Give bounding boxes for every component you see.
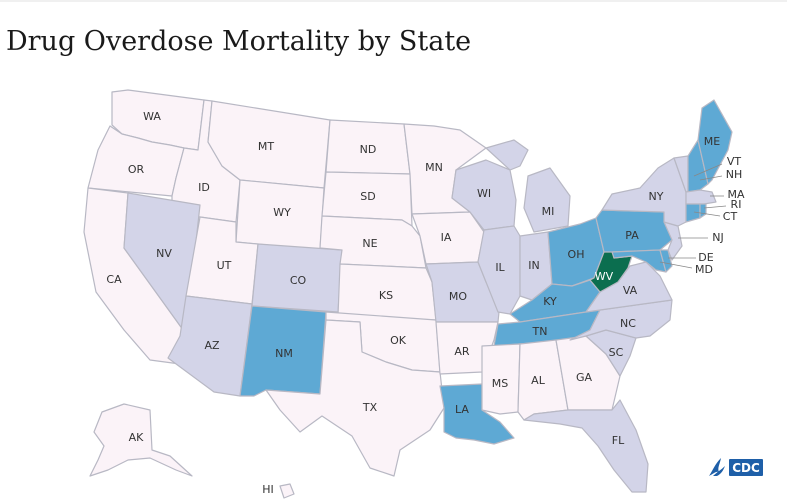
label-leader-lines (659, 163, 727, 269)
label-MT: MT (258, 140, 274, 153)
label-AZ: AZ (204, 339, 220, 352)
label-IN: IN (528, 259, 539, 272)
label-IL: IL (495, 261, 505, 274)
label-SD: SD (360, 190, 375, 203)
label-IA: IA (441, 231, 452, 244)
label-NY: NY (649, 190, 664, 203)
label-GA: GA (576, 371, 593, 384)
label-OH: OH (568, 248, 585, 261)
state-DE[interactable] (659, 249, 673, 273)
label-TX: TX (362, 401, 378, 414)
state-RI[interactable] (699, 203, 707, 219)
label-ND: ND (360, 143, 377, 156)
state-NH[interactable] (687, 139, 709, 193)
state-MI[interactable] (485, 139, 571, 233)
label-MD: MD (695, 263, 713, 276)
label-WI: WI (477, 187, 491, 200)
state-NC[interactable] (569, 299, 673, 341)
top-divider (0, 0, 787, 2)
label-HI: HI (262, 483, 274, 496)
label-NE: NE (362, 237, 377, 250)
label-FL: FL (612, 434, 625, 447)
state-ME[interactable] (697, 99, 733, 185)
label-NM: NM (275, 347, 293, 360)
label-OK: OK (390, 334, 407, 347)
label-CT: CT (723, 210, 738, 223)
cdc-logo: CDC (703, 454, 783, 480)
hhs-eagle-icon (709, 458, 725, 476)
label-WY: WY (273, 206, 291, 219)
label-AL: AL (531, 374, 546, 387)
label-RI: RI (731, 198, 742, 211)
label-CA: CA (106, 273, 122, 286)
label-NJ: NJ (712, 231, 723, 244)
label-ME: ME (704, 135, 720, 148)
label-MI: MI (542, 205, 555, 218)
label-NV: NV (156, 247, 172, 260)
label-KY: KY (543, 295, 557, 308)
cdc-logo-box (729, 459, 763, 476)
label-MS: MS (492, 377, 508, 390)
label-WV: WV (595, 270, 614, 283)
label-AK: AK (129, 431, 145, 444)
label-MO: MO (449, 290, 467, 303)
label-SC: SC (609, 346, 624, 359)
label-NH: NH (726, 168, 743, 181)
label-NC: NC (620, 317, 636, 330)
label-CO: CO (290, 274, 307, 287)
label-KS: KS (379, 289, 393, 302)
label-MN: MN (425, 161, 443, 174)
label-DE: DE (698, 251, 713, 264)
label-WA: WA (143, 110, 161, 123)
label-UT: UT (217, 259, 232, 272)
label-MA: MA (727, 188, 744, 201)
state-AK[interactable] (89, 403, 193, 477)
label-OR: OR (128, 163, 145, 176)
cdc-logo-text: CDC (732, 461, 760, 475)
state-HI[interactable] (279, 483, 295, 499)
label-AR: AR (454, 345, 470, 358)
state-labels: WA OR CA ID NV MT WY UT AZ CO NM ND SD N… (106, 110, 745, 496)
label-PA: PA (625, 229, 639, 242)
label-VT: VT (727, 155, 742, 168)
state-MA[interactable] (685, 189, 717, 205)
state-TX[interactable] (265, 319, 445, 477)
label-VA: VA (623, 284, 638, 297)
label-TN: TN (532, 325, 548, 338)
label-ID: ID (198, 181, 210, 194)
page-title: Drug Overdose Mortality by State (6, 26, 472, 57)
state-FL[interactable] (523, 399, 649, 493)
label-LA: LA (455, 403, 469, 416)
